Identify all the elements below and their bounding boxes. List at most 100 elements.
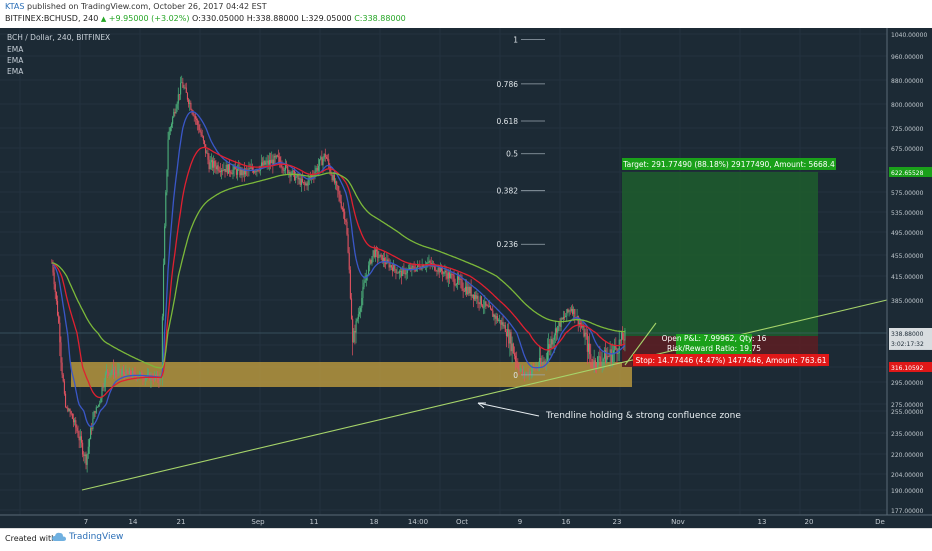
candle-body [52,262,54,273]
candle-body [470,286,472,297]
candle-body [484,301,486,307]
candle-body [92,418,94,430]
target-label: Target: 291.77490 (88.18%) 29177490, Amo… [622,160,835,169]
candle-body [387,259,389,262]
confluence-zone [71,362,632,387]
time-tick-label: De [875,518,885,526]
candle-body [266,160,268,163]
candle-body [422,264,424,268]
candle-body [133,371,135,373]
candle-body [101,387,103,399]
candle-body [308,177,310,179]
candle-body [519,369,521,371]
fib-level-label: 0.236 [497,240,519,249]
candle-body [223,169,225,171]
candle-body [385,262,387,264]
candle-body [192,112,194,116]
support-trendline[interactable] [81,299,888,491]
time-tick-label: 14:00 [408,518,428,526]
candle-body [474,294,476,300]
candle-body [162,264,165,317]
candle-body [96,406,98,408]
candle-body [536,368,538,369]
candle-body [219,170,222,173]
price-axis[interactable]: 1040.00000 960.00000 880.00000 800.00000 725… [886,28,932,528]
candle-body [87,446,89,455]
candle-body [347,234,349,253]
candle-body [492,310,494,317]
candle-body [193,115,195,117]
time-tick-label: Sep [251,518,265,526]
price-tick-label: 725.00000 [891,126,924,133]
candle-body [231,173,233,175]
candle-body [617,353,619,355]
candle-body [240,169,242,176]
candle-body [591,358,593,368]
chart-svg[interactable]: 1 0.786 0.618 0.5 0.382 0.236 0 Target: 291.77… [0,28,932,528]
ema-fast-line[interactable] [51,111,626,428]
low-value: L:329.05000 [301,14,352,23]
price-tick-label: 415.00000 [891,274,924,281]
candle-body [515,355,517,362]
candle-body [450,273,452,278]
candle-body [156,374,158,378]
chart-area[interactable]: 1 0.786 0.618 0.5 0.382 0.236 0 Target: 291.77… [0,28,932,528]
tradingview-logo[interactable]: TradingView [52,532,123,542]
candle-body [265,162,267,165]
candle-body [199,129,201,132]
candle-body [324,153,326,158]
candle-body [494,314,496,319]
candle-body [590,354,592,359]
candle-body [487,305,489,308]
candle-body [468,286,470,294]
candle-body [569,310,571,312]
risk-reward-label: Risk/Reward Ratio: 19.75 [667,344,761,353]
candle-body [438,267,440,273]
candle-body [118,369,120,371]
candle-body [328,159,330,166]
candle-body [72,418,75,423]
entry-line[interactable] [624,322,657,366]
legend-ema-3[interactable]: EMA [7,67,24,76]
legend-ema-1[interactable]: EMA [7,45,24,54]
candle-body [561,318,563,320]
candle-body [388,261,390,268]
candle-body [198,124,200,130]
candle-body [206,152,208,154]
candle-body [378,257,380,259]
ema-mid-line[interactable] [51,146,626,399]
candle-body [499,319,501,321]
candle-body [98,404,100,407]
candle-body [354,330,356,333]
candle-body [444,270,446,273]
time-tick-label: 21 [177,518,186,526]
price-tick-label: 575.00000 [891,190,924,197]
author-link[interactable]: KTAS [5,2,25,11]
candle-body [371,256,373,264]
candle-body [460,278,462,280]
candle-body [331,174,333,181]
candle-body [511,343,513,352]
ema-slow-line[interactable] [51,172,625,369]
candle-body [249,168,251,170]
candle-body [360,307,362,312]
candle-body [304,182,306,186]
candle-body [184,87,186,89]
candle-body [362,287,364,299]
legend-ema-2[interactable]: EMA [7,56,24,65]
price-tick-label: 190.00000 [891,488,924,495]
change-value: +9.95000 (+3.02%) [108,14,190,23]
candle-body [68,409,70,411]
candle-body [607,355,609,357]
candle-body [211,159,214,168]
time-axis[interactable]: 7 14 21 Sep 11 18 14:00 Oct 9 16 23 Nov 13 20 De [0,514,932,526]
candle-body [401,270,403,276]
candle-body [121,371,124,373]
candle-body [137,376,140,378]
candle-body [132,371,134,377]
candle-body [393,264,395,272]
candle-body [271,159,273,164]
candle-body [537,368,539,369]
cloud-icon [52,532,66,541]
time-tick-label: 16 [562,518,571,526]
